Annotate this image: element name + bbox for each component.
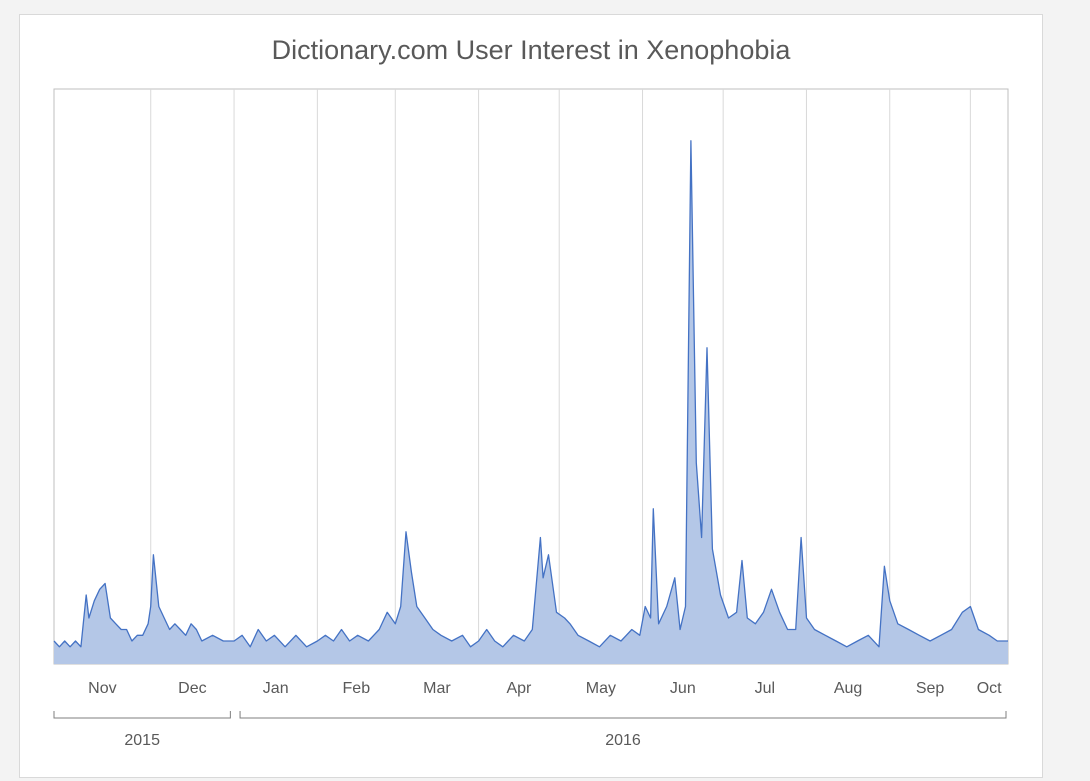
x-tick-label: Jul	[755, 680, 775, 697]
chart-title: Dictionary.com User Interest in Xenophob…	[271, 35, 791, 65]
x-tick-label: Mar	[423, 680, 451, 697]
series-area	[54, 140, 1008, 665]
plot-area	[53, 88, 1009, 665]
x-tick-label: Feb	[343, 680, 371, 697]
x-tick-label: Jan	[263, 680, 289, 697]
x-tick-label: Oct	[977, 680, 1002, 697]
series-line	[53, 140, 1008, 648]
x-tick-label: Jun	[670, 680, 696, 697]
year-label: 2015	[124, 732, 160, 749]
x-tick-label: Apr	[506, 680, 532, 697]
x-tick-label: Dec	[178, 680, 206, 697]
x-tick-label: Sep	[916, 680, 945, 697]
year-bracket	[239, 711, 1007, 719]
year-bracket	[53, 711, 231, 719]
year-label: 2016	[605, 732, 641, 749]
x-tick-label: May	[586, 680, 616, 697]
x-tick-label: Aug	[834, 680, 862, 697]
x-tick-label: Nov	[88, 680, 116, 697]
